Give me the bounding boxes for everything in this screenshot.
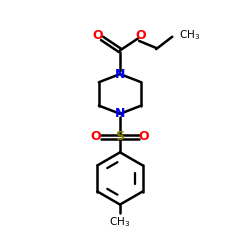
- Text: N: N: [115, 68, 125, 80]
- Text: O: O: [136, 29, 146, 42]
- Text: CH$_3$: CH$_3$: [110, 215, 131, 229]
- Text: CH$_3$: CH$_3$: [179, 28, 201, 42]
- Text: O: O: [92, 30, 103, 43]
- Text: O: O: [139, 130, 149, 143]
- Text: O: O: [90, 130, 101, 143]
- Text: N: N: [115, 107, 125, 120]
- Text: S: S: [116, 130, 124, 143]
